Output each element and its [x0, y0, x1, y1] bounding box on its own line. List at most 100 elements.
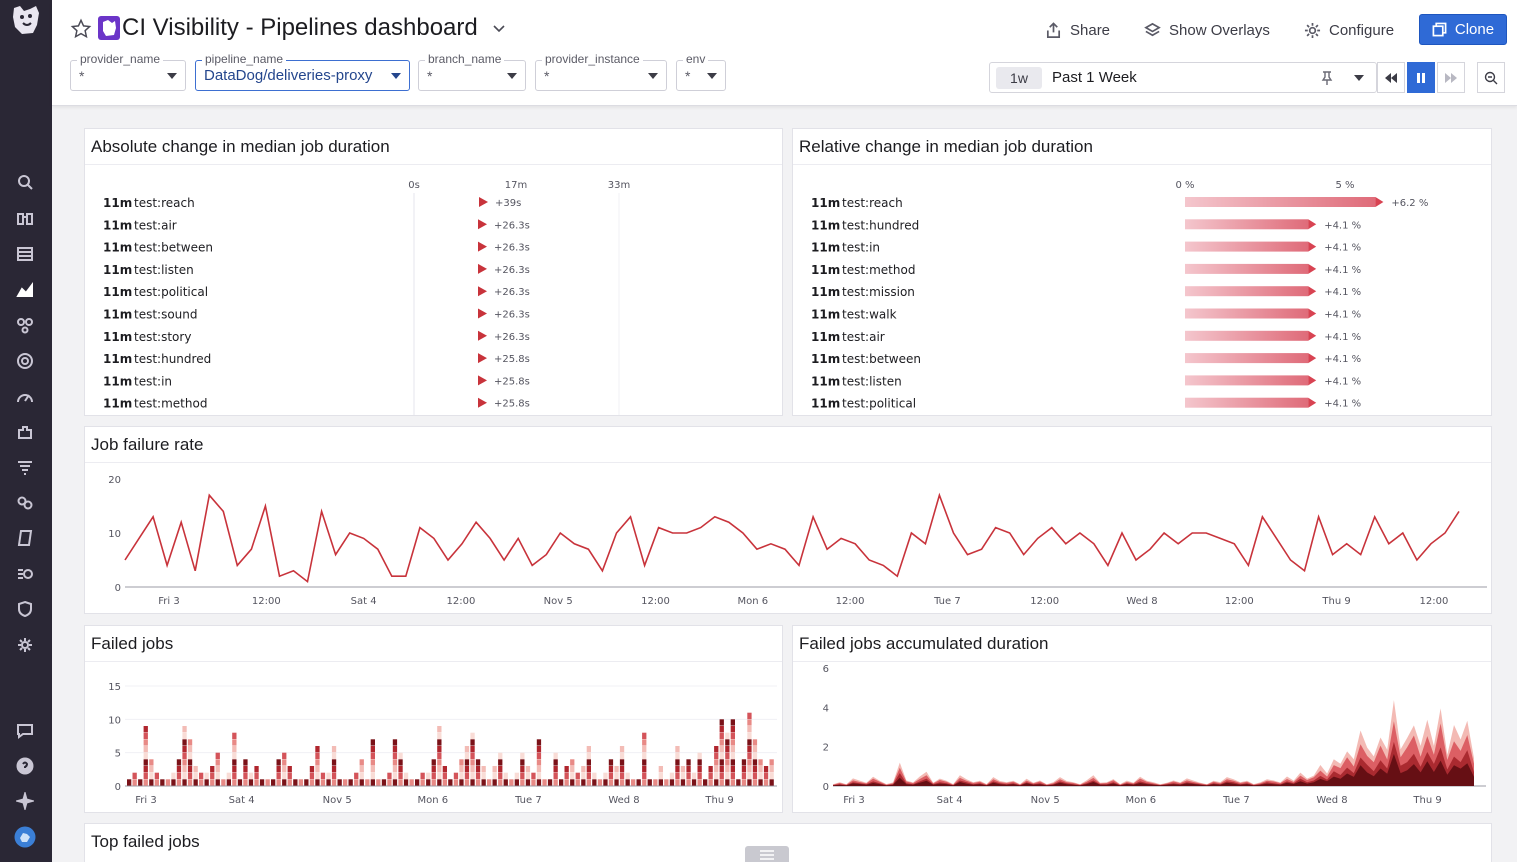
bar-segment[interactable] — [392, 752, 398, 759]
bar-segment[interactable] — [570, 759, 575, 766]
share-button[interactable]: Share — [1045, 18, 1110, 42]
bar-segment[interactable] — [503, 772, 508, 779]
bar-segment[interactable] — [470, 759, 475, 766]
template-var-env[interactable]: env * — [676, 52, 726, 91]
bar-segment[interactable] — [581, 779, 586, 786]
bar-segment[interactable] — [398, 766, 403, 773]
bar-segment[interactable] — [730, 752, 735, 759]
bar-segment[interactable] — [415, 779, 420, 786]
bar-segment[interactable] — [215, 779, 220, 786]
bar-segment[interactable] — [392, 759, 398, 766]
bar-segment[interactable] — [315, 759, 320, 766]
bar-segment[interactable] — [714, 746, 719, 753]
bar-segment[interactable] — [182, 726, 187, 733]
bar-segment[interactable] — [570, 772, 575, 779]
pin-icon[interactable] — [1320, 70, 1334, 86]
bar-segment[interactable] — [331, 746, 337, 753]
bar-segment[interactable] — [442, 766, 447, 773]
bar-segment[interactable] — [315, 772, 320, 779]
bar-segment[interactable] — [459, 766, 464, 773]
bar-segment[interactable] — [143, 759, 148, 766]
bar-segment[interactable] — [470, 739, 475, 746]
bar-segment[interactable] — [752, 766, 758, 773]
bar-segment[interactable] — [437, 779, 442, 786]
bar-segment[interactable] — [553, 766, 558, 773]
datadog-logo-icon[interactable] — [8, 3, 44, 37]
bar-segment[interactable] — [769, 759, 774, 766]
bar-segment[interactable] — [232, 746, 237, 753]
bar-segment[interactable] — [464, 752, 470, 759]
bar-segment[interactable] — [520, 779, 525, 786]
bar-segment[interactable] — [282, 772, 287, 779]
bar[interactable] — [1185, 353, 1309, 364]
bar-segment[interactable] — [680, 772, 686, 779]
bar-segment[interactable] — [730, 766, 735, 773]
bar-segment[interactable] — [154, 779, 159, 786]
bar-segment[interactable] — [232, 732, 237, 739]
bar-segment[interactable] — [747, 766, 752, 773]
bar-segment[interactable] — [547, 779, 553, 786]
bar-segment[interactable] — [719, 719, 724, 726]
bar-segment[interactable] — [215, 772, 220, 779]
bar-segment[interactable] — [697, 766, 702, 773]
bar-segment[interactable] — [232, 766, 237, 773]
bar-segment[interactable] — [287, 772, 292, 779]
bar-segment[interactable] — [747, 752, 752, 759]
bar-segment[interactable] — [331, 759, 337, 766]
widget-relative-change[interactable]: Relative change in median job duration 0… — [792, 128, 1492, 416]
puzzle-icon[interactable] — [14, 421, 36, 443]
bar-segment[interactable] — [730, 732, 735, 739]
template-var-pipeline-name[interactable]: pipeline_name DataDog/deliveries-proxy — [195, 52, 410, 91]
bar-segment[interactable] — [392, 779, 398, 786]
bar-segment[interactable] — [392, 766, 398, 773]
bar-segment[interactable] — [403, 772, 409, 779]
bar-segment[interactable] — [354, 772, 359, 779]
bar-segment[interactable] — [553, 779, 558, 786]
bar-segment[interactable] — [730, 719, 735, 726]
bar-segment[interactable] — [359, 766, 364, 773]
chat-icon[interactable] — [14, 720, 36, 742]
bar[interactable] — [1185, 263, 1309, 274]
bar-segment[interactable] — [763, 779, 769, 786]
bar-segment[interactable] — [642, 779, 647, 786]
template-var-branch-name[interactable]: branch_name * — [418, 52, 526, 91]
bar-segment[interactable] — [165, 779, 171, 786]
bar-segment[interactable] — [276, 759, 281, 766]
bar[interactable] — [1185, 397, 1309, 408]
bar-segment[interactable] — [725, 752, 730, 759]
bar-segment[interactable] — [226, 772, 231, 779]
bar-segment[interactable] — [536, 746, 542, 753]
bar-segment[interactable] — [442, 772, 447, 779]
bar-segment[interactable] — [492, 766, 497, 773]
bar-segment[interactable] — [642, 732, 647, 739]
widget-absolute-change[interactable]: Absolute change in median job duration 0… — [84, 128, 783, 416]
bar-segment[interactable] — [520, 752, 525, 759]
bar-segment[interactable] — [597, 779, 603, 786]
bar-segment[interactable] — [254, 779, 259, 786]
bar-segment[interactable] — [232, 779, 237, 786]
bar-segment[interactable] — [143, 746, 148, 753]
bar-segment[interactable] — [525, 766, 531, 773]
bar-segment[interactable] — [315, 766, 320, 773]
bar-segment[interactable] — [464, 746, 470, 753]
bar-segment[interactable] — [470, 732, 475, 739]
bar-segment[interactable] — [475, 766, 481, 773]
bar-segment[interactable] — [714, 766, 719, 773]
workflow-icon[interactable] — [14, 563, 36, 585]
bar-segment[interactable] — [586, 759, 591, 766]
bar-segment[interactable] — [448, 779, 453, 786]
bar-segment[interactable] — [747, 732, 752, 739]
bar-segment[interactable] — [636, 779, 641, 786]
bar-segment[interactable] — [437, 739, 442, 746]
bar-segment[interactable] — [215, 759, 220, 766]
target-icon[interactable] — [14, 350, 36, 372]
bar-segment[interactable] — [193, 772, 198, 779]
bar-segment[interactable] — [708, 779, 713, 786]
bar-segment[interactable] — [182, 766, 187, 773]
bar-segment[interactable] — [426, 779, 431, 786]
gear-icon[interactable] — [14, 634, 36, 656]
bar-segment[interactable] — [608, 772, 614, 779]
bar-segment[interactable] — [536, 772, 542, 779]
bar-segment[interactable] — [248, 772, 254, 779]
bar-segment[interactable] — [575, 772, 580, 779]
